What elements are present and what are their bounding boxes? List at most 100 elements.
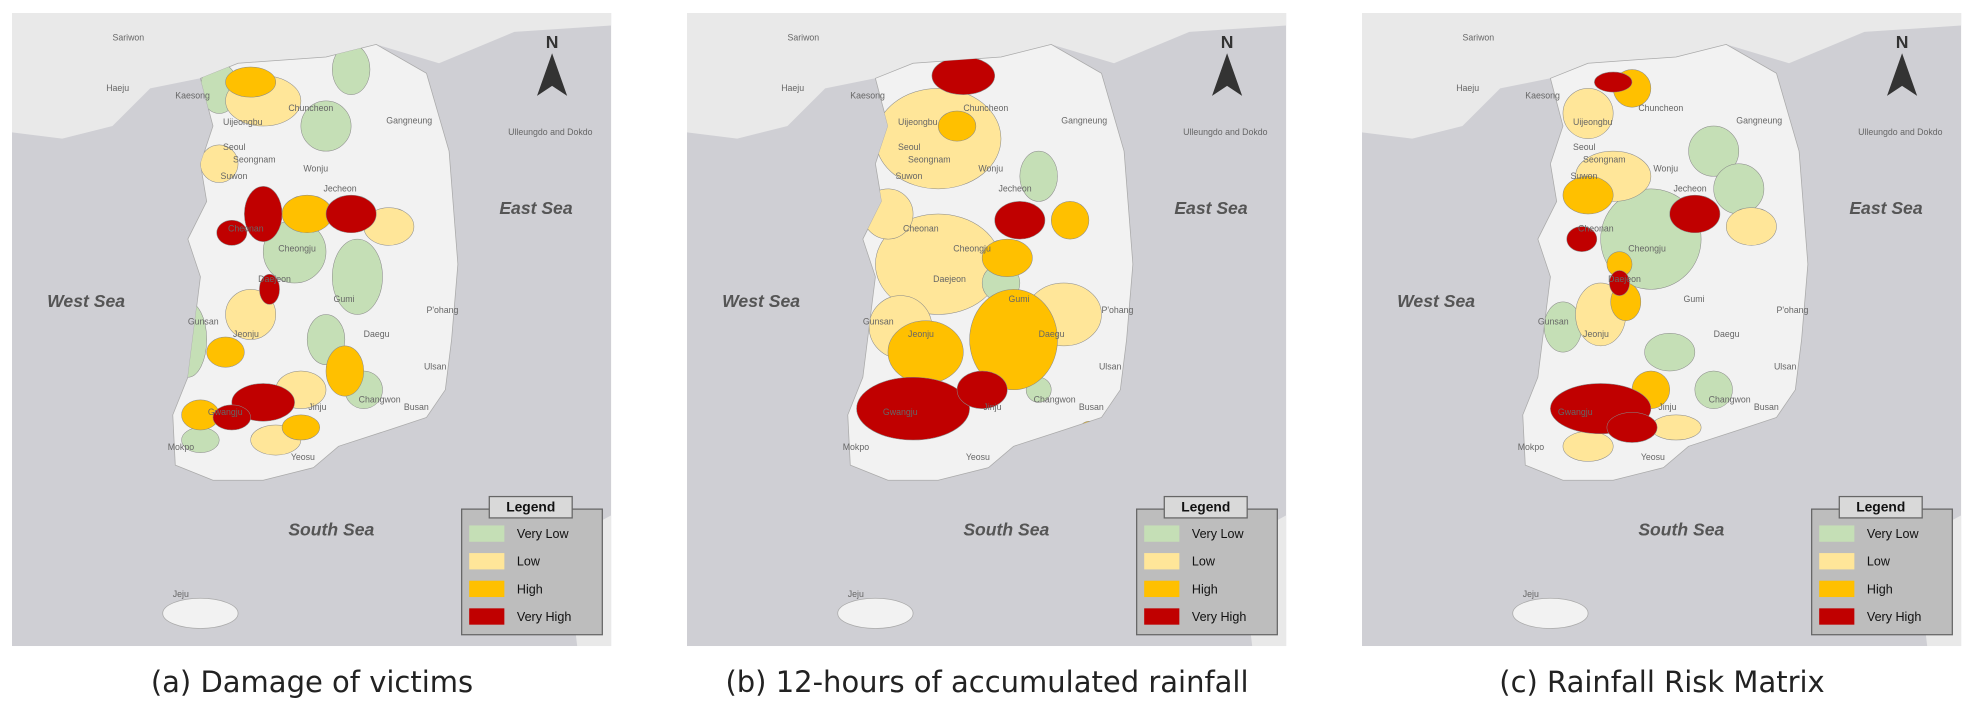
- place-label: Seoul: [898, 142, 921, 152]
- place-label: Yeosu: [291, 452, 315, 462]
- legend-swatch: [1819, 580, 1855, 598]
- region: [281, 414, 320, 441]
- place-label: Haeju: [1456, 83, 1479, 93]
- legend-label: Low: [1867, 555, 1891, 569]
- legend-swatch: [1144, 608, 1180, 625]
- sea-label: South Sea: [1638, 519, 1724, 539]
- place-label: Kaesong: [1525, 90, 1560, 100]
- sea-label: East Sea: [1174, 198, 1248, 218]
- place-label: Changwon: [359, 394, 401, 404]
- place-label: Busan: [404, 402, 429, 412]
- regions: [1543, 69, 1777, 462]
- place-label: Gangneung: [1736, 116, 1782, 126]
- region: [332, 238, 383, 315]
- region: [216, 219, 248, 246]
- region: [259, 273, 280, 305]
- north-arrow-label: N: [546, 32, 559, 52]
- place-label: Jinju: [308, 402, 326, 412]
- panel-caption: (c) Rainfall Risk Matrix: [1499, 665, 1824, 699]
- region: [1725, 207, 1777, 246]
- sea-label: East Sea: [499, 198, 573, 218]
- region: [1566, 226, 1598, 252]
- place-label: Busan: [1079, 402, 1104, 412]
- legend-label: Very High: [517, 610, 571, 624]
- region: [244, 186, 283, 242]
- region: [325, 194, 377, 234]
- region: [1562, 176, 1614, 215]
- legend-swatch: [469, 525, 505, 542]
- place-label: Daejeon: [1608, 274, 1641, 284]
- place-label: Mokpo: [1518, 442, 1544, 452]
- region: [325, 345, 364, 397]
- legend-swatch: [1819, 525, 1855, 542]
- place-label: P'ohang: [1776, 305, 1808, 315]
- place-label: Kaesong: [175, 90, 210, 100]
- region: [1609, 270, 1630, 296]
- legend-swatch: [1144, 525, 1180, 542]
- region: [1669, 194, 1721, 234]
- place-label: Ulleungdo and Dokdo: [508, 127, 593, 137]
- place-label: Jecheon: [1673, 183, 1706, 193]
- place-label: Seongnam: [908, 154, 950, 164]
- legend-tab: [488, 495, 573, 519]
- place-label: Gwangju: [883, 407, 918, 417]
- legend-tab: [1163, 495, 1248, 519]
- place-label: Sariwon: [787, 33, 819, 43]
- north-land: [687, 13, 1287, 139]
- place-label: Gunsan: [188, 316, 219, 326]
- region: [1650, 414, 1702, 441]
- region: [931, 56, 995, 95]
- panel-caption: (b) 12-hours of accumulated rainfall: [725, 665, 1248, 699]
- legend-label: High: [1867, 582, 1893, 596]
- map-panel: Sariwon Haeju Kaesong Uijeongbu Chuncheon Gan…: [12, 13, 612, 647]
- place-label: Cheongju: [953, 244, 991, 254]
- sea-label: West Sea: [722, 291, 800, 311]
- place-label: Gangneung: [1061, 116, 1107, 126]
- place-label: Jeonju: [1583, 329, 1609, 339]
- legend-swatch: [1144, 553, 1180, 570]
- region: [332, 44, 371, 95]
- legend-swatch: [469, 553, 505, 570]
- place-label: Jinju: [1658, 402, 1676, 412]
- place-label: Cheonan: [903, 224, 939, 234]
- region: [956, 370, 1008, 409]
- place-label: Gumi: [334, 294, 355, 304]
- place-label: Yeosu: [966, 452, 990, 462]
- place-label: Gumi: [1684, 294, 1705, 304]
- place-label: Seongnam: [1583, 154, 1625, 164]
- legend-label: Low: [1192, 555, 1216, 569]
- region: [969, 289, 1058, 391]
- place-label: Gumi: [1009, 294, 1030, 304]
- place-label: P'ohang: [426, 305, 458, 315]
- place-label: Yeosu: [1641, 452, 1665, 462]
- legend-label: High: [1192, 582, 1218, 596]
- north-land: [1362, 13, 1962, 139]
- region: [225, 289, 277, 340]
- legend-swatch: [1819, 608, 1855, 625]
- north-arrow: [537, 53, 568, 96]
- place-label: P'ohang: [1101, 305, 1133, 315]
- legend-label: Very Low: [517, 527, 570, 541]
- place-label: Suwon: [1570, 171, 1597, 181]
- place-label: Gunsan: [863, 316, 894, 326]
- place-label: Ulsan: [424, 362, 447, 372]
- legend-tab: [1838, 495, 1923, 519]
- north-arrow: [1887, 53, 1918, 96]
- place-label: Busan: [1754, 402, 1779, 412]
- place-label: Suwon: [895, 171, 922, 181]
- place-label: Uijeongbu: [223, 117, 263, 127]
- place-label: Ulsan: [1099, 362, 1122, 372]
- north-arrow: [1212, 53, 1243, 96]
- place-label: Sariwon: [112, 33, 144, 43]
- place-label: Jeju: [173, 589, 189, 599]
- place-label: Daejeon: [933, 274, 966, 284]
- sea-label: West Sea: [1397, 291, 1475, 311]
- panel-caption: (a) Damage of victims: [151, 665, 473, 699]
- region: [225, 66, 277, 98]
- region: [1562, 88, 1614, 139]
- legend-swatch: [469, 608, 505, 625]
- place-label: Seoul: [1573, 142, 1596, 152]
- place-label: Haeju: [781, 83, 804, 93]
- region: [206, 336, 245, 368]
